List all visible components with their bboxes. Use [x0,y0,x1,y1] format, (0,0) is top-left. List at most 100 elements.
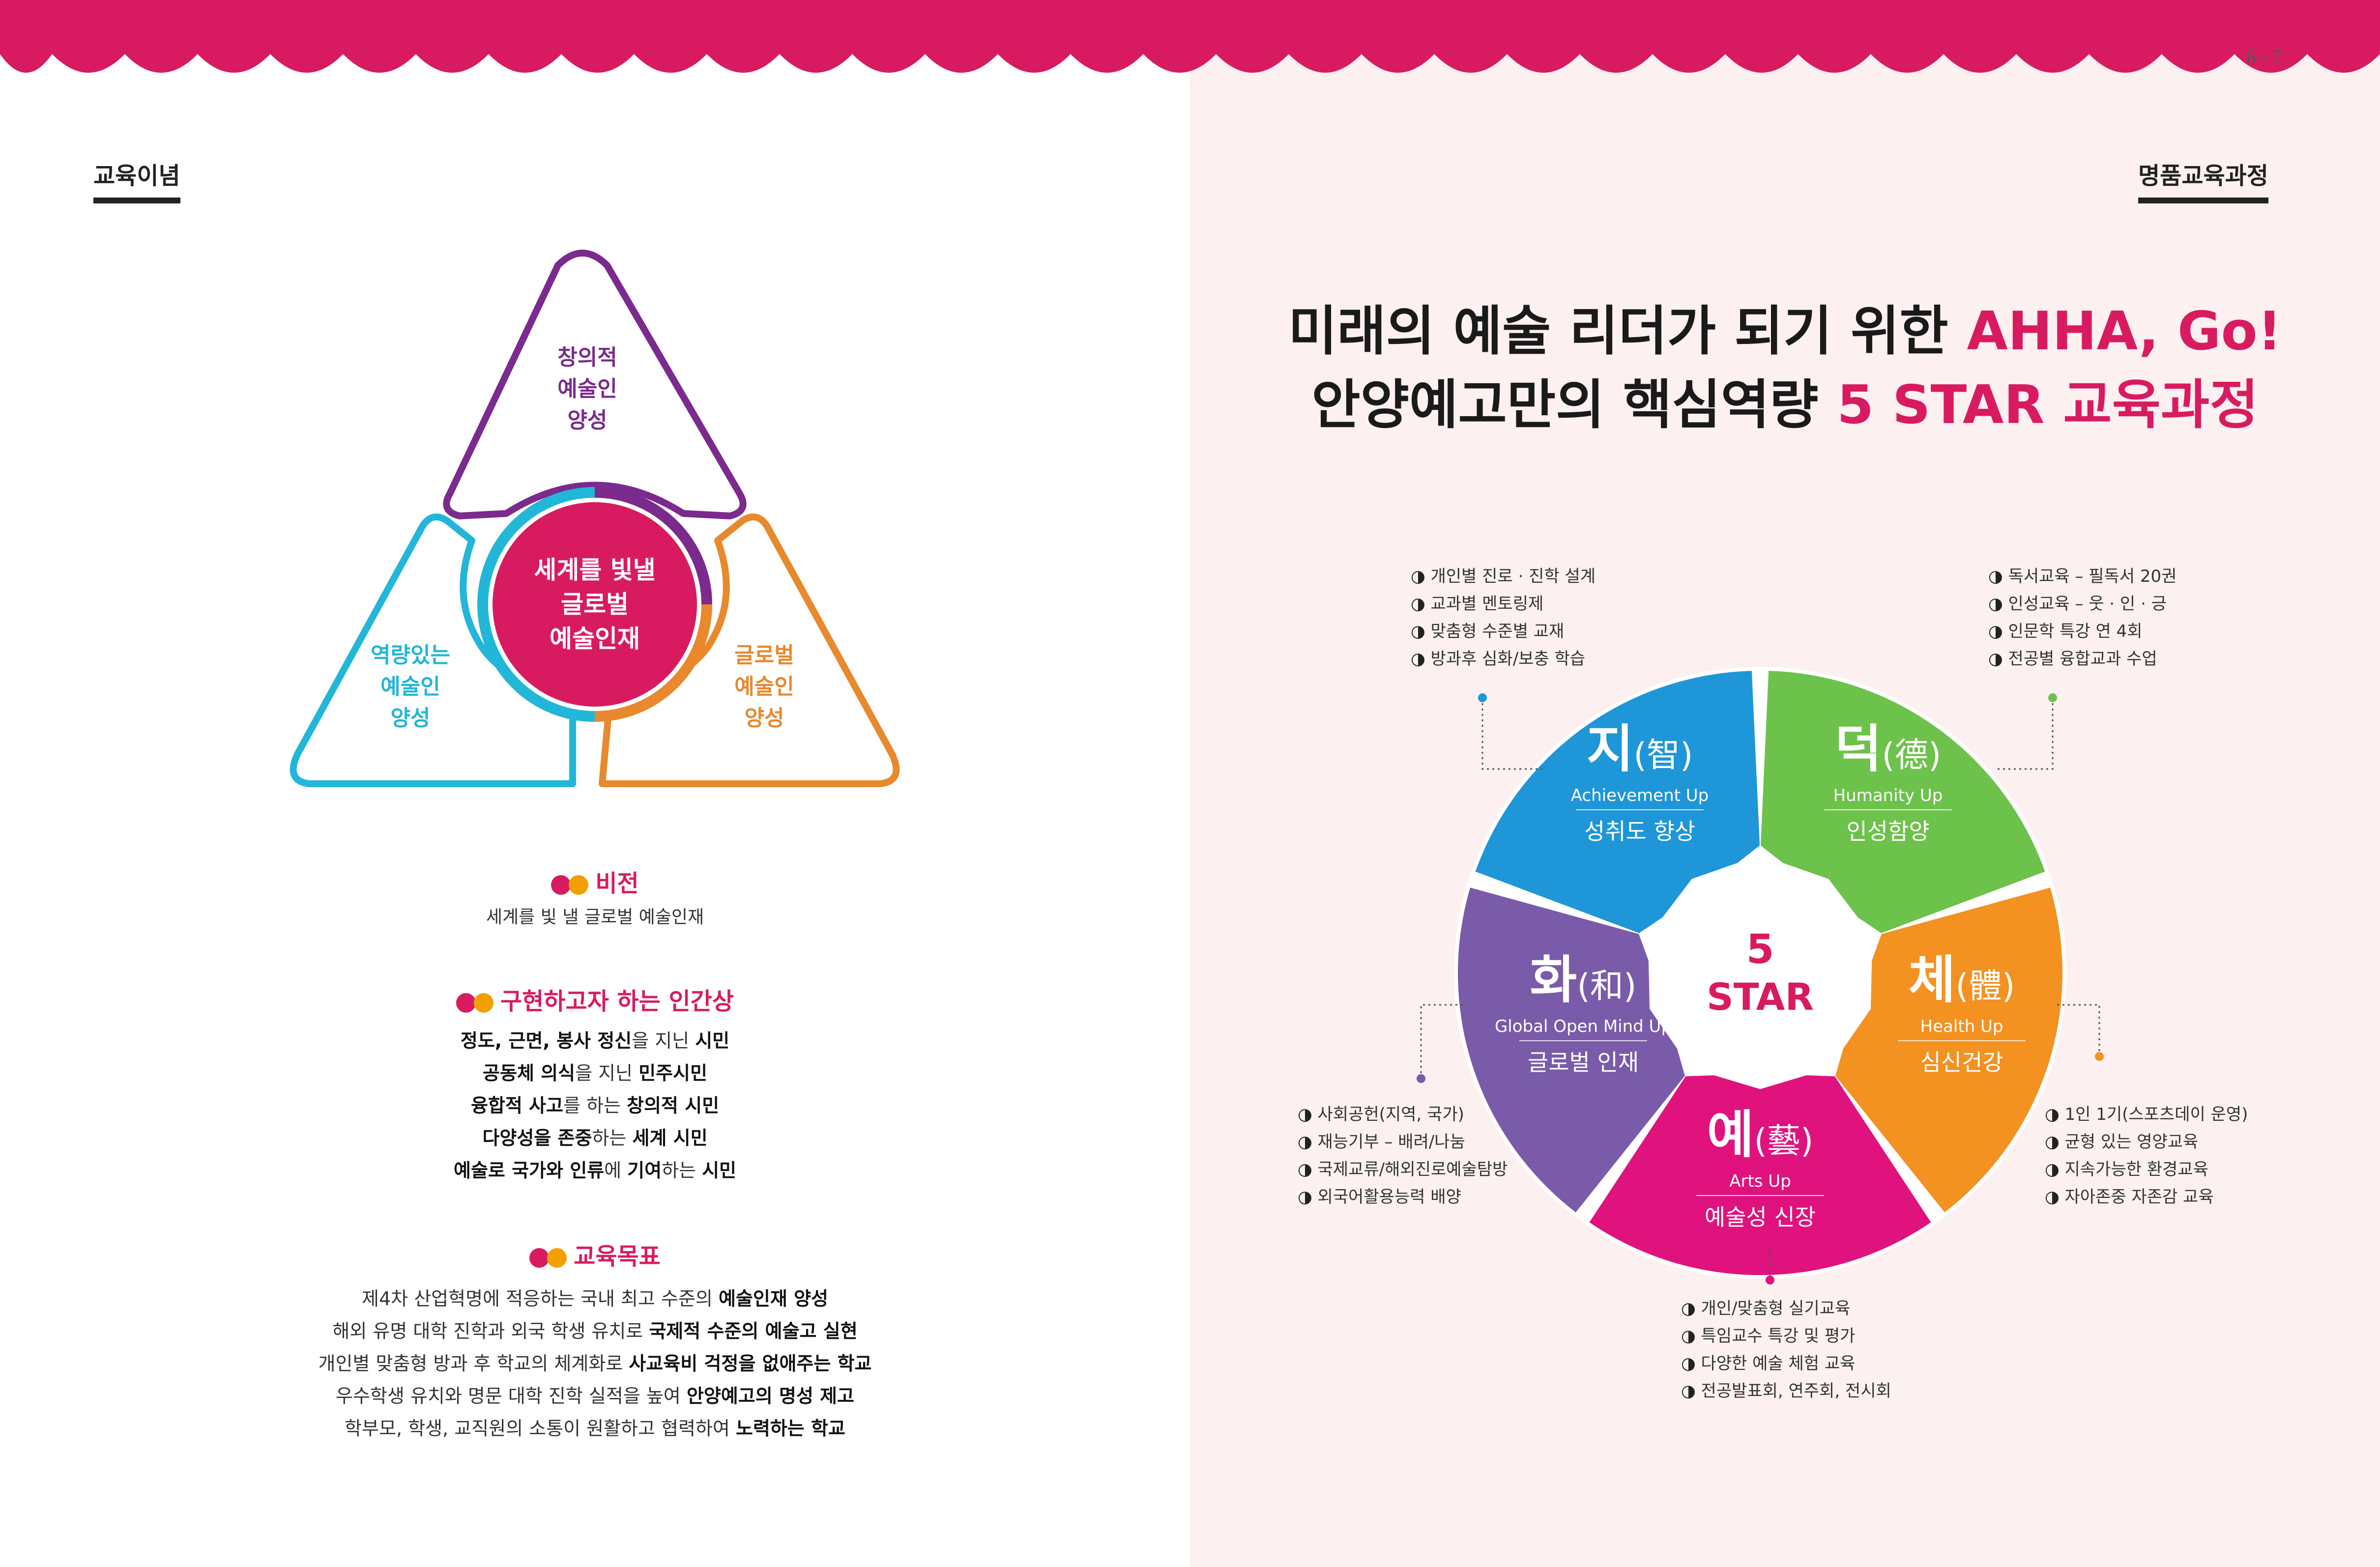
segment-title-ji: 지(智) [1587,719,1693,779]
wavy-header-band [0,0,2380,73]
bold-fragment: 시민 [695,1030,730,1052]
che-connector-dot [2095,1052,2104,1061]
top-triangle [443,250,747,519]
ring-orange-arc [594,604,712,722]
segment-hwa [1458,887,1691,1213]
deok-connector [1996,698,2054,770]
bold-fragment: 민주시민 [639,1062,707,1084]
text-line: 제4차 산업혁명에 적응하는 국내 최고 수준의 예술인재 양성 [0,1282,1190,1315]
text-fragment: 하는 [592,1127,633,1149]
bold-fragment: 예술인재 양성 [718,1288,828,1310]
text-fragment: 제4차 산업혁명에 적응하는 국내 최고 수준의 [362,1288,719,1310]
text-line: 개인별 맞춤형 방과 후 학교의 체계화로 사교육비 걱정을 없애주는 학교 [0,1347,1190,1380]
segment-korean-che: 심신건강 [1920,1049,2003,1076]
segment-english-hwa: Global Open Mind Up [1495,1017,1672,1036]
hwa-connector-dot [1417,1074,1425,1083]
center-star [1638,845,1882,1077]
che-bullet-list: 1인 1기(스포츠데이 운영)균형 있는 영양교육지속가능한 환경교육자아존중 … [2045,1101,2248,1211]
bullet-item: 인문학 특강 연 4회 [1988,618,2177,645]
ring-purple-arc [594,487,712,605]
twin-dots-icon [529,1248,567,1268]
star-center-number: 5 [1746,926,1774,973]
top-triangle-label: 창의적 예술인 양성 [557,345,617,433]
text-line: 융합적 사고를 하는 창의적 시민 [0,1089,1190,1122]
segment-english-ye: Arts Up [1729,1171,1791,1191]
bullet-item: 인성교육 – 웃 · 인 · 긍 [1988,590,2177,618]
bold-fragment: 사교육비 걱정을 없애주는 학교 [629,1353,872,1374]
bullet-item: 균형 있는 영양교육 [2045,1128,2248,1156]
bullet-item: 맞춤형 수준별 교재 [1411,618,1596,645]
left-triangle-label: 역량있는 예술인 양성 [371,643,450,731]
segment-english-che: Health Up [1920,1017,2003,1036]
bold-fragment: 노력하는 학교 [735,1418,845,1439]
bold-fragment: 예술로 국가와 인류 [453,1160,605,1181]
che-connector [2055,1004,2100,1056]
segment-ji [1475,671,1760,937]
text-fragment: 에 [604,1160,628,1181]
segment-label-ye: 예(藝) Arts Up 예술성 신장 [1696,1105,1824,1230]
bold-fragment: 시민 [702,1160,737,1181]
segment-label-ji: 지(智) Achievement Up 성취도 향상 [1571,719,1709,845]
ji-connector [1481,698,1544,770]
text-line: 예술로 국가와 인류에 기여하는 시민 [0,1154,1190,1187]
ji-connector-dot [1478,693,1487,702]
section-title-left-text: 교육이념 [93,162,180,190]
segment-ye [1589,1068,1931,1276]
segment-korean-ji: 성취도 향상 [1584,818,1695,845]
section-title-right-text: 명품교육과정 [2138,162,2268,190]
education-goals-heading: 교육목표 [0,1237,1190,1271]
ye-connector-dot [1766,1276,1774,1284]
bold-fragment: 창의적 시민 [627,1095,720,1116]
bullet-item: 방과후 심화/보충 학습 [1411,645,1596,673]
text-line: 공동체 의식을 지닌 민주시민 [0,1057,1190,1089]
ye-bullet-list: 개인/맞춤형 실기교육특임교수 특강 및 평가다양한 예술 체험 교육전공발표회… [1681,1295,1891,1405]
segment-label-che: 체(體) Health Up 심신건강 [1898,950,2026,1076]
center-circle [493,502,697,707]
vision-text: 세계를 빛 낼 글로벌 예술인재 [486,907,704,927]
ji-bullet-list: 개인별 진로 · 진학 설계교과별 멘토링제맞춤형 수준별 교재방과후 심화/보… [1411,563,1596,673]
bullet-item: 특임교수 특강 및 평가 [1681,1322,1891,1350]
twin-dots-icon [551,875,589,895]
right-triangle-label: 글로벌 예술인 양성 [734,643,794,731]
right-triangle [599,513,900,787]
center-circle-label: 세계를 빛낼 글로벌 예술인재 [534,556,656,653]
bold-fragment: 기여 [627,1160,662,1181]
text-fragment: 을 지닌 [632,1030,696,1052]
text-fragment: 해외 유명 대학 진학과 외국 학생 유치로 [332,1320,649,1342]
text-line: 정도, 근면, 봉사 정신을 지닌 시민 [0,1025,1190,1057]
section-title-underline [2138,198,2268,203]
text-line: 학부모, 학생, 교직원의 소통이 원활하고 협력하여 노력하는 학교 [0,1412,1190,1445]
text-line: 우수학생 유치와 명문 대학 진학 실적을 높여 안양예고의 명성 제고 [0,1380,1190,1412]
ring-cyan-arc [477,487,595,722]
bullet-item: 전공발표회, 연주회, 전시회 [1681,1377,1891,1405]
bullet-item: 자아존중 자존감 교육 [2045,1183,2248,1211]
bullet-item: 국제교류/해외진로예술탐방 [1298,1156,1508,1183]
text-line: 다양성을 존중하는 세계 시민 [0,1122,1190,1154]
segment-title-ye: 예(藝) [1707,1105,1814,1165]
segment-title-hwa: 화(和) [1530,950,1637,1010]
section-title-right: 명품교육과정 [2138,156,2268,203]
bullet-item: 전공별 융합교과 수업 [1988,645,2177,673]
segment-english-ji: Achievement Up [1571,786,1709,805]
text-fragment: 하는 [662,1160,702,1181]
bullet-item: 재능기부 – 배려/나눔 [1298,1128,1508,1156]
section-title-underline [93,198,180,203]
education-philosophy-diagram [290,250,900,787]
segment-title-deok: 덕(德) [1835,719,1942,779]
text-fragment: 학부모, 학생, 교직원의 소통이 원활하고 협력하여 [345,1418,736,1439]
segment-label-hwa: 화(和) Global Open Mind Up 글로벌 인재 [1495,950,1672,1076]
bullet-item: 교과별 멘토링제 [1411,590,1596,618]
bold-fragment: 국제적 수준의 예술고 실현 [649,1320,858,1342]
ideal-person-heading: 구현하고자 하는 인간상 [0,982,1190,1016]
bullet-item: 개인별 진로 · 진학 설계 [1411,563,1596,590]
bullet-item: 개인/맞춤형 실기교육 [1681,1295,1891,1322]
text-fragment: 우수학생 유치와 명문 대학 진학 실적을 높여 [336,1385,687,1407]
segment-label-deok: 덕(德) Humanity Up 인성함양 [1824,719,1952,845]
segment-title-che: 체(體) [1909,950,2015,1010]
bullet-item: 다양한 예술 체험 교육 [1681,1350,1891,1377]
section-title-left: 교육이념 [93,156,180,203]
bold-fragment: 세계 시민 [632,1127,708,1149]
star-center-word: STAR [1707,975,1814,1019]
bullet-item: 지속가능한 환경교육 [2045,1156,2248,1183]
